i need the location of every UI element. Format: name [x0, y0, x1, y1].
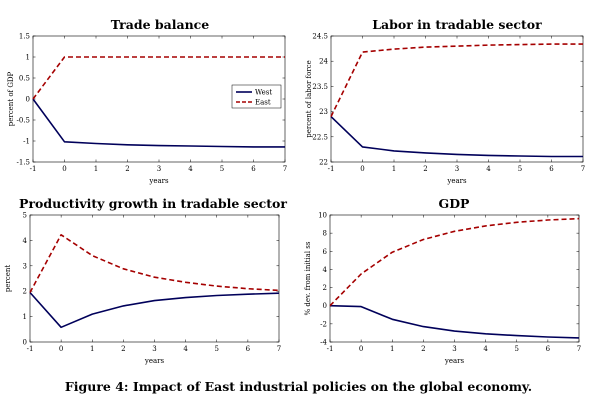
- chart-panel-3: Productivity growth in tradable sector -1…: [4, 196, 287, 365]
- x-tick-label: 5: [515, 345, 519, 353]
- x-tick-label: 5: [518, 165, 522, 173]
- x-tick-label: 2: [421, 345, 425, 353]
- y-tick-label: 0: [23, 339, 27, 347]
- chart-title: Labor in tradable sector: [372, 17, 542, 32]
- y-tick-label: -0.5: [17, 117, 31, 125]
- x-tick-label: 6: [546, 345, 551, 353]
- x-tick-label: 5: [215, 345, 219, 353]
- chart-panel-1: Trade balance-1 0 1 2 3 4 5 6 7-1.5-1-0.500.511.…: [7, 17, 287, 185]
- x-tick-label: -1: [27, 345, 34, 353]
- west-series-line: [330, 116, 583, 158]
- y-tick-label: 23.5: [312, 83, 328, 91]
- legend-label-west: West: [255, 89, 272, 97]
- y-tick-label: 0: [26, 96, 30, 104]
- y-tick-label: 23: [319, 108, 328, 116]
- x-tick-label: 7: [581, 165, 585, 173]
- x-tick-label: 1: [94, 165, 98, 173]
- legend-label-east: East: [255, 99, 271, 107]
- x-tick-label: 2: [423, 165, 427, 173]
- x-tick-label: 7: [277, 345, 281, 353]
- x-tick-label: 0: [359, 345, 363, 353]
- x-tick-label: 4: [188, 165, 193, 173]
- legend: West East: [231, 84, 282, 109]
- plot-frame: [330, 35, 584, 163]
- east-series-line: [329, 217, 580, 307]
- plot-frame: [29, 214, 280, 343]
- x-tick-label: 6: [246, 345, 251, 353]
- x-tick-label: 6: [549, 165, 554, 173]
- x-tick-label: 2: [125, 165, 129, 173]
- chart-title: GDP: [439, 196, 471, 211]
- y-axis-label: percent of labor force: [305, 60, 313, 138]
- y-tick-label: 2: [23, 288, 27, 296]
- plot-frame: [329, 214, 580, 343]
- y-axis-label: percent: [4, 265, 12, 293]
- y-tick-label: 0.5: [19, 75, 30, 83]
- x-tick-label: 7: [577, 345, 581, 353]
- x-tick-label: -1: [30, 165, 37, 173]
- x-tick-label: 4: [483, 345, 488, 353]
- x-axis-label: years: [148, 177, 169, 185]
- east-series-line: [29, 234, 280, 293]
- x-tick-label: 1: [390, 345, 394, 353]
- x-tick-label: 7: [283, 165, 287, 173]
- y-tick-label: 10: [318, 212, 327, 220]
- y-tick-label: -1.5: [17, 159, 31, 167]
- y-tick-label: 22.5: [312, 133, 328, 141]
- east-series-line: [330, 43, 583, 117]
- x-axis-label: years: [446, 177, 467, 185]
- y-tick-label: 0: [323, 302, 327, 310]
- y-axis-label: percent of GDP: [7, 71, 15, 126]
- y-tick-label: 8: [323, 230, 327, 238]
- x-tick-label: -1: [327, 345, 334, 353]
- x-tick-label: 4: [183, 345, 188, 353]
- west-series-line: [32, 98, 285, 148]
- y-tick-label: 6: [323, 248, 328, 256]
- x-tick-label: 3: [157, 165, 161, 173]
- x-tick-label: 3: [452, 345, 456, 353]
- chart-title: Productivity growth in tradable sector: [19, 196, 287, 211]
- x-axis-label: years: [444, 357, 465, 365]
- y-tick-label: -1: [23, 138, 30, 146]
- y-tick-label: 3: [23, 262, 27, 270]
- x-axis-label: years: [144, 357, 165, 365]
- west-series-line: [329, 304, 580, 339]
- chart-panel-2: Labor in tradable sector-1 0 1 2 3 4 5 6 72222.5…: [305, 17, 585, 185]
- y-tick-label: 4: [23, 237, 28, 245]
- y-tick-label: 1: [26, 54, 30, 62]
- x-tick-label: 0: [62, 165, 66, 173]
- x-tick-label: -1: [328, 165, 335, 173]
- east-series-line: [32, 56, 285, 100]
- x-tick-label: 0: [59, 345, 63, 353]
- x-tick-label: 0: [360, 165, 364, 173]
- y-tick-label: 5: [23, 212, 27, 220]
- y-tick-label: 1.5: [19, 33, 30, 41]
- west-series-line: [29, 291, 280, 329]
- y-tick-label: 4: [323, 266, 328, 274]
- y-tick-label: 1: [23, 313, 27, 321]
- y-tick-label: 2: [323, 284, 327, 292]
- chart-title: Trade balance: [111, 17, 210, 32]
- y-tick-label: 22: [319, 159, 328, 167]
- x-tick-label: 3: [455, 165, 459, 173]
- x-tick-label: 2: [121, 345, 125, 353]
- chart-panel-4: GDP -1 0 1 2 3 4 5 6 7 -4 -2 0 2 4 6 8 10 years % dev. from…: [304, 196, 581, 365]
- figure-caption: Figure 4: Impact of East industrial poli…: [64, 379, 533, 394]
- x-tick-label: 1: [392, 165, 396, 173]
- x-tick-label: 5: [220, 165, 224, 173]
- x-tick-label: 3: [152, 345, 156, 353]
- x-tick-label: 4: [486, 165, 491, 173]
- y-tick-label: -2: [320, 320, 327, 328]
- x-tick-label: 1: [90, 345, 94, 353]
- x-tick-label: 6: [251, 165, 256, 173]
- y-tick-label: 24.5: [312, 33, 328, 41]
- y-axis-label: % dev. from initial ss: [304, 241, 312, 315]
- y-tick-label: -4: [320, 339, 327, 347]
- y-tick-label: 24: [319, 58, 328, 66]
